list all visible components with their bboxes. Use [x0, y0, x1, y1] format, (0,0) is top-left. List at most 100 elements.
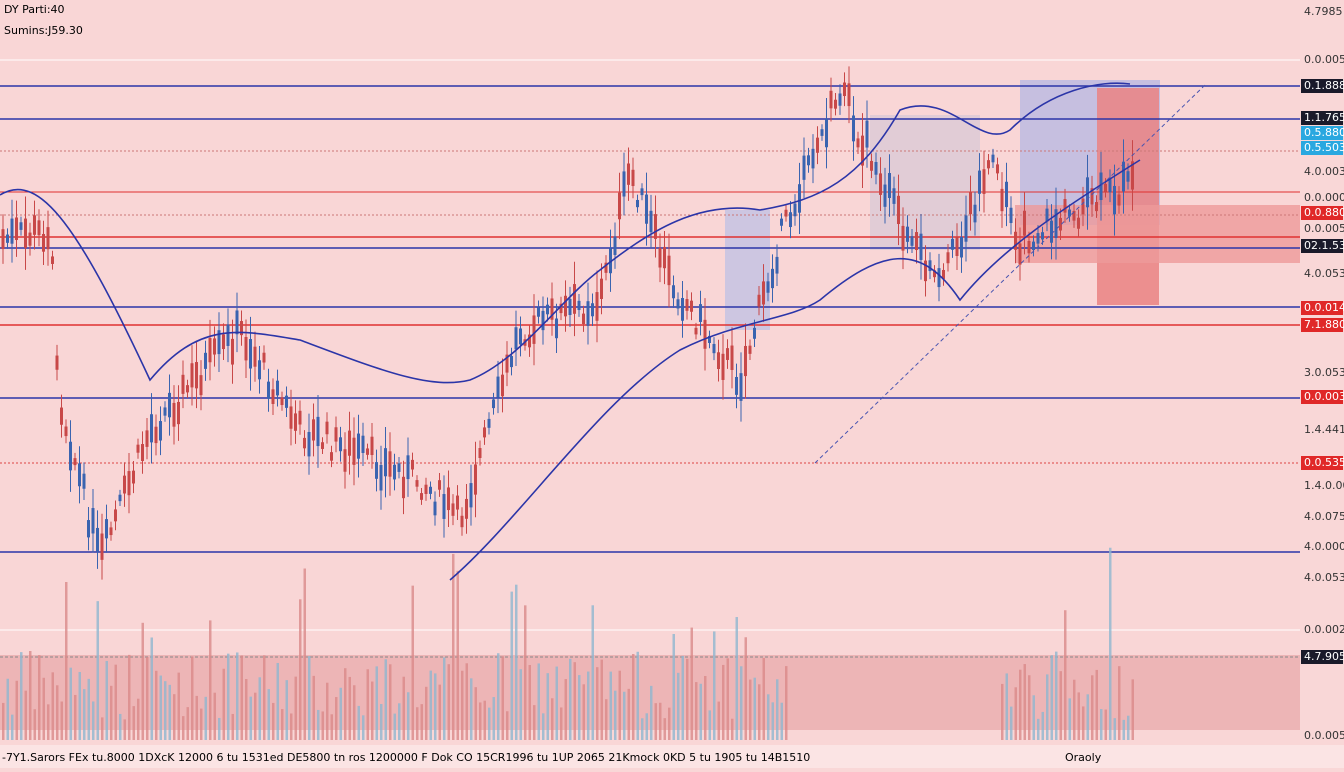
candle-body: [159, 421, 162, 441]
price-label: 0.0.014: [1304, 301, 1344, 314]
volume-bar: [191, 656, 194, 740]
candle-body: [1041, 232, 1044, 240]
candle-body: [640, 188, 644, 196]
candle-body: [1005, 181, 1008, 208]
volume-bar: [470, 678, 473, 740]
volume-bar: [465, 663, 468, 740]
volume-bar: [780, 702, 783, 740]
candle-body: [577, 300, 581, 311]
candle-body: [883, 184, 887, 207]
candle-body: [1027, 240, 1031, 254]
candle-body: [915, 232, 918, 251]
chart-title: DY Parti:40: [4, 3, 65, 16]
candle-body: [510, 356, 513, 368]
candle-body: [163, 407, 167, 416]
candle-body: [798, 184, 801, 213]
status-right: Oraoly: [1065, 751, 1102, 764]
candle-body: [325, 421, 329, 435]
volume-bar: [429, 670, 432, 740]
volume-bar: [1127, 715, 1130, 740]
candle-body: [793, 203, 797, 217]
price-tag: [1301, 141, 1343, 155]
candle-body: [55, 355, 59, 370]
candle-body: [717, 352, 720, 370]
candle-body: [487, 418, 491, 428]
volume-bar: [614, 690, 617, 740]
candle-body: [204, 352, 207, 369]
volume-bar: [344, 668, 347, 740]
candle-body: [726, 348, 729, 360]
status-bar: [0, 745, 1344, 768]
candle-body: [154, 426, 158, 444]
candle-body: [1000, 188, 1004, 212]
volume-bar: [488, 707, 491, 740]
candle-body: [447, 487, 450, 511]
candle-body: [276, 380, 279, 396]
candle-body: [901, 225, 905, 251]
volume-bar: [515, 584, 518, 740]
chart-subtitle: Sumins:J59.30: [4, 24, 83, 37]
candle-body: [442, 494, 446, 519]
candle-body: [555, 318, 558, 339]
volume-bar: [272, 702, 275, 740]
candle-body: [856, 138, 860, 148]
volume-bar: [650, 685, 653, 740]
volume-bar: [524, 605, 527, 740]
candle-body: [469, 483, 473, 508]
candle-body: [1014, 231, 1017, 250]
volume-bar: [591, 605, 594, 740]
volume-bar: [632, 653, 635, 740]
price-tag: [1301, 79, 1343, 93]
candle-body: [519, 328, 522, 345]
candle-body: [1063, 199, 1067, 213]
candle-body: [564, 295, 567, 317]
volume-bar: [92, 701, 95, 740]
price-label: 4.0.000: [1304, 540, 1344, 553]
volume-bar: [240, 655, 243, 740]
volume-bar: [312, 675, 315, 740]
candle-body: [699, 304, 702, 322]
candle-body: [1072, 210, 1076, 221]
candle-body: [955, 237, 959, 257]
volume-bar: [200, 708, 203, 740]
volume-bar: [60, 701, 63, 740]
candle-body: [667, 255, 671, 286]
price-label: 0.0.880: [1304, 206, 1344, 219]
candle-body: [1054, 209, 1058, 239]
candle-body: [321, 442, 324, 449]
volume-bar: [1109, 547, 1112, 740]
volume-bar: [461, 670, 464, 740]
price-label: 4.0.053: [1304, 571, 1344, 584]
volume-bar: [353, 685, 356, 740]
candle-body: [1068, 209, 1071, 217]
volume-bar: [555, 666, 558, 740]
candle-body: [132, 470, 135, 484]
volume-bar: [74, 694, 77, 740]
candle-body: [861, 135, 864, 166]
volume-bar: [362, 715, 365, 740]
candle-body: [838, 93, 842, 106]
volume-bar: [146, 657, 149, 740]
candle-body: [978, 170, 981, 194]
volume-bar: [443, 657, 446, 740]
candle-body: [177, 401, 180, 425]
volume-bar: [1118, 666, 1121, 740]
candle-body: [465, 498, 468, 519]
volume-bar: [371, 681, 374, 740]
candle-body: [28, 232, 32, 246]
candle-body: [474, 464, 477, 495]
volume-bar: [137, 698, 140, 740]
volume-bar: [308, 656, 311, 740]
volume-bar: [1028, 675, 1031, 740]
candle-body: [150, 414, 153, 443]
candle-body: [919, 233, 923, 260]
volume-bar: [519, 669, 522, 740]
candle-body: [24, 218, 27, 248]
candle-body: [145, 430, 149, 447]
candle-body: [402, 476, 405, 499]
candle-body: [370, 436, 374, 456]
volume-bar: [740, 666, 743, 740]
candle-body: [397, 463, 401, 472]
candle-body: [663, 246, 666, 269]
volume-bar: [24, 690, 27, 740]
